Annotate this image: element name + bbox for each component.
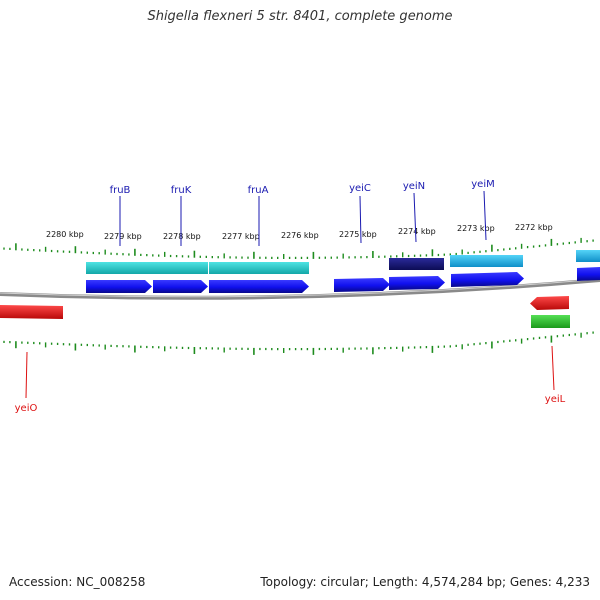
feature-green[interactable] [531, 315, 570, 328]
reverse-gene-labels: yeiO yeiL [15, 394, 566, 414]
gene-label-yeiM[interactable]: yeiM [471, 179, 494, 190]
gene-arrow-fruB[interactable] [86, 280, 152, 293]
gene-arrow-yeiM[interactable] [451, 272, 524, 287]
feature-light-blue[interactable] [576, 250, 600, 262]
feature-light-blue[interactable] [450, 255, 523, 267]
genome-backbone [0, 278, 600, 300]
feature-cyan[interactable] [86, 262, 208, 274]
feature-dark-blue[interactable] [389, 258, 444, 270]
gene-arrow-yeiC[interactable] [334, 278, 390, 292]
gene-label-fruB[interactable]: fruB [110, 185, 131, 196]
gene-arrow-partial[interactable] [577, 267, 600, 281]
scale-label: 2278 kbp [163, 232, 201, 241]
gene-arrow-yeiL[interactable] [530, 296, 569, 310]
scale-label: 2274 kbp [398, 227, 436, 236]
forward-label-leaders [119, 190, 487, 246]
gene-arrow-yeiN[interactable] [389, 276, 445, 290]
genome-backbone-highlight [0, 278, 600, 298]
scale-label: 2279 kbp [104, 232, 142, 241]
gene-label-yeiN[interactable]: yeiN [403, 181, 425, 192]
reverse-label-leaders [25, 345, 555, 399]
forward-rna-features [86, 250, 600, 274]
upper-tick-row [3, 237, 594, 259]
gene-label-fruA[interactable]: fruA [248, 185, 269, 196]
lower-tick-row [3, 331, 594, 355]
gene-arrow-fruK[interactable] [153, 280, 208, 293]
forward-gene-labels: fruB fruK fruA yeiC yeiN yeiM [110, 179, 495, 196]
scale-labels: 2280 kbp 2279 kbp 2278 kbp 2277 kbp 2276… [46, 223, 553, 241]
feature-cyan[interactable] [209, 262, 309, 274]
gene-label-yeiC[interactable]: yeiC [349, 183, 371, 194]
genome-stats-label: Topology: circular; Length: 4,574,284 bp… [260, 575, 590, 589]
scale-label: 2275 kbp [339, 230, 377, 239]
accession-label: Accession: NC_008258 [9, 575, 146, 589]
map-title: Shigella flexneri 5 str. 8401, complete … [147, 9, 453, 24]
scale-label: 2273 kbp [457, 224, 495, 233]
reverse-gene-features [0, 296, 570, 328]
scale-label: 2280 kbp [46, 230, 84, 239]
gene-label-fruK[interactable]: fruK [171, 185, 192, 196]
scale-label: 2276 kbp [281, 231, 319, 240]
forward-gene-arrows [86, 267, 600, 293]
gene-label-yeiO[interactable]: yeiO [15, 403, 38, 414]
scale-label: 2277 kbp [222, 232, 260, 241]
gene-label-yeiL[interactable]: yeiL [545, 394, 566, 405]
gene-arrow-yeiO[interactable] [0, 305, 63, 319]
scale-label: 2272 kbp [515, 223, 553, 232]
gene-arrow-fruA[interactable] [209, 280, 309, 293]
